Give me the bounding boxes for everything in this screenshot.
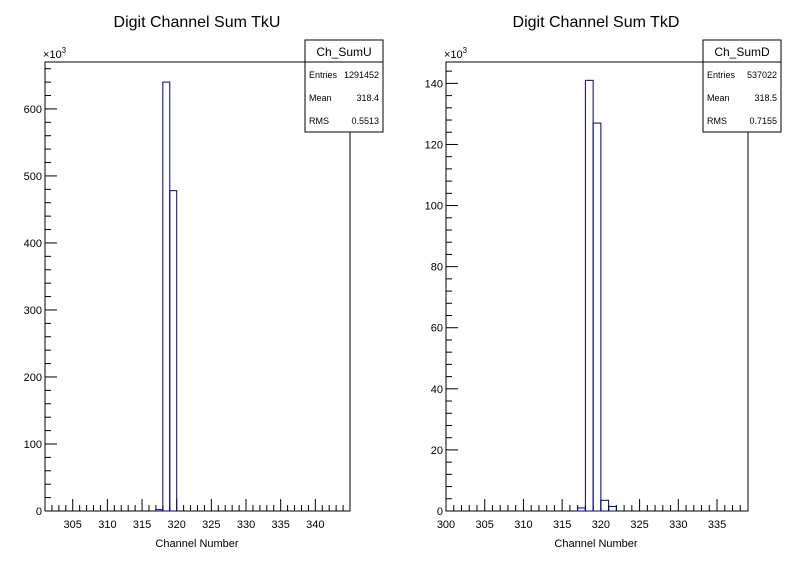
x-tick-label: 300 — [437, 519, 455, 531]
y-tick-label: 300 — [24, 305, 42, 317]
histogram-panel-tkd: Digit Channel Sum TkD ×103 300 305 310 315 320… — [398, 0, 796, 574]
stats-value: 537022 — [747, 70, 777, 80]
x-tick-label: 335 — [708, 519, 726, 531]
y-multiplier-exponent: 3 — [62, 46, 67, 55]
x-tick-label: 325 — [202, 519, 220, 531]
stats-histogram-name: Ch_SumD — [714, 45, 770, 59]
stats-value: 1291452 — [344, 70, 379, 80]
histogram-bin — [169, 190, 178, 512]
x-tick-label: 320 — [592, 519, 610, 531]
x-tick-label: 315 — [133, 519, 151, 531]
stats-label: Mean — [309, 93, 332, 103]
stats-value: 0.5513 — [351, 116, 379, 126]
stats-label: Entries — [707, 70, 736, 80]
y-tick-label: 100 — [425, 201, 443, 213]
x-tick-label: 340 — [306, 519, 324, 531]
x-tick-label: 325 — [630, 519, 648, 531]
x-tick-label: 310 — [98, 519, 116, 531]
stats-value: 318.5 — [754, 93, 777, 103]
stats-label: RMS — [309, 116, 329, 126]
histogram-panel-tku: Digit Channel Sum TkU ×103 305 310 315 320 325… — [24, 14, 384, 550]
chart-title: Digit Channel Sum TkU — [114, 14, 281, 31]
y-tick-label: 120 — [425, 139, 443, 151]
x-tick-label: 320 — [168, 519, 186, 531]
histogram-bin — [592, 122, 602, 512]
plot-frame — [44, 61, 351, 512]
y-tick-label: 600 — [24, 104, 42, 116]
y-tick-label: 200 — [24, 372, 42, 384]
y-multiplier-base: ×10 — [444, 49, 463, 61]
x-tick-label: 310 — [514, 519, 532, 531]
chart-title: Digit Channel Sum TkD — [513, 14, 680, 31]
stats-value: 318.4 — [356, 93, 379, 103]
x-axis-label: Channel Number — [554, 538, 637, 550]
y-multiplier-label: ×103 — [43, 46, 67, 61]
y-tick-label: 100 — [24, 439, 42, 451]
stats-label: Entries — [309, 70, 338, 80]
x-tick-label: 330 — [237, 519, 255, 531]
histogram-bin — [608, 505, 617, 512]
y-tick-label: 500 — [24, 171, 42, 183]
stats-box: Ch_SumU Entries 1291452 Mean 318.4 RMS 0.5513 — [304, 39, 384, 133]
stats-label: RMS — [707, 116, 727, 126]
x-tick-label: 305 — [476, 519, 494, 531]
y-tick-label: 400 — [24, 238, 42, 250]
y-multiplier-exponent: 3 — [463, 46, 468, 55]
y-tick-label: 0 — [437, 506, 443, 518]
x-tick-label: 330 — [669, 519, 687, 531]
y-tick-label: 60 — [431, 323, 443, 335]
histogram-bin — [584, 79, 594, 512]
stats-box-frame — [702, 39, 782, 133]
histogram-tku-canvas: Digit Channel Sum TkU ×103 305 310 315 320 325… — [24, 14, 384, 550]
stats-histogram-name: Ch_SumU — [316, 45, 371, 59]
stats-box: Ch_SumD Entries 537022 Mean 318.5 RMS 0.7155 — [702, 39, 782, 133]
x-axis-label: Channel Number — [155, 538, 238, 550]
y-tick-label: 20 — [431, 445, 443, 457]
y-multiplier-base: ×10 — [43, 49, 62, 61]
histogram-bin — [155, 509, 164, 512]
y-tick-label: 0 — [36, 506, 42, 518]
x-tick-label: 315 — [553, 519, 571, 531]
y-tick-label: 80 — [431, 262, 443, 274]
histogram-bin — [162, 81, 171, 512]
x-tick-label: 305 — [64, 519, 82, 531]
histogram-bin — [600, 499, 610, 512]
x-tick-label: 335 — [272, 519, 290, 531]
y-multiplier-label: ×103 — [444, 46, 468, 61]
stats-label: Mean — [707, 93, 730, 103]
histogram-bin — [577, 507, 586, 512]
stats-value: 0.7155 — [749, 116, 777, 126]
stats-box-frame — [304, 39, 384, 133]
y-tick-label: 140 — [425, 78, 443, 90]
y-tick-label: 40 — [431, 384, 443, 396]
